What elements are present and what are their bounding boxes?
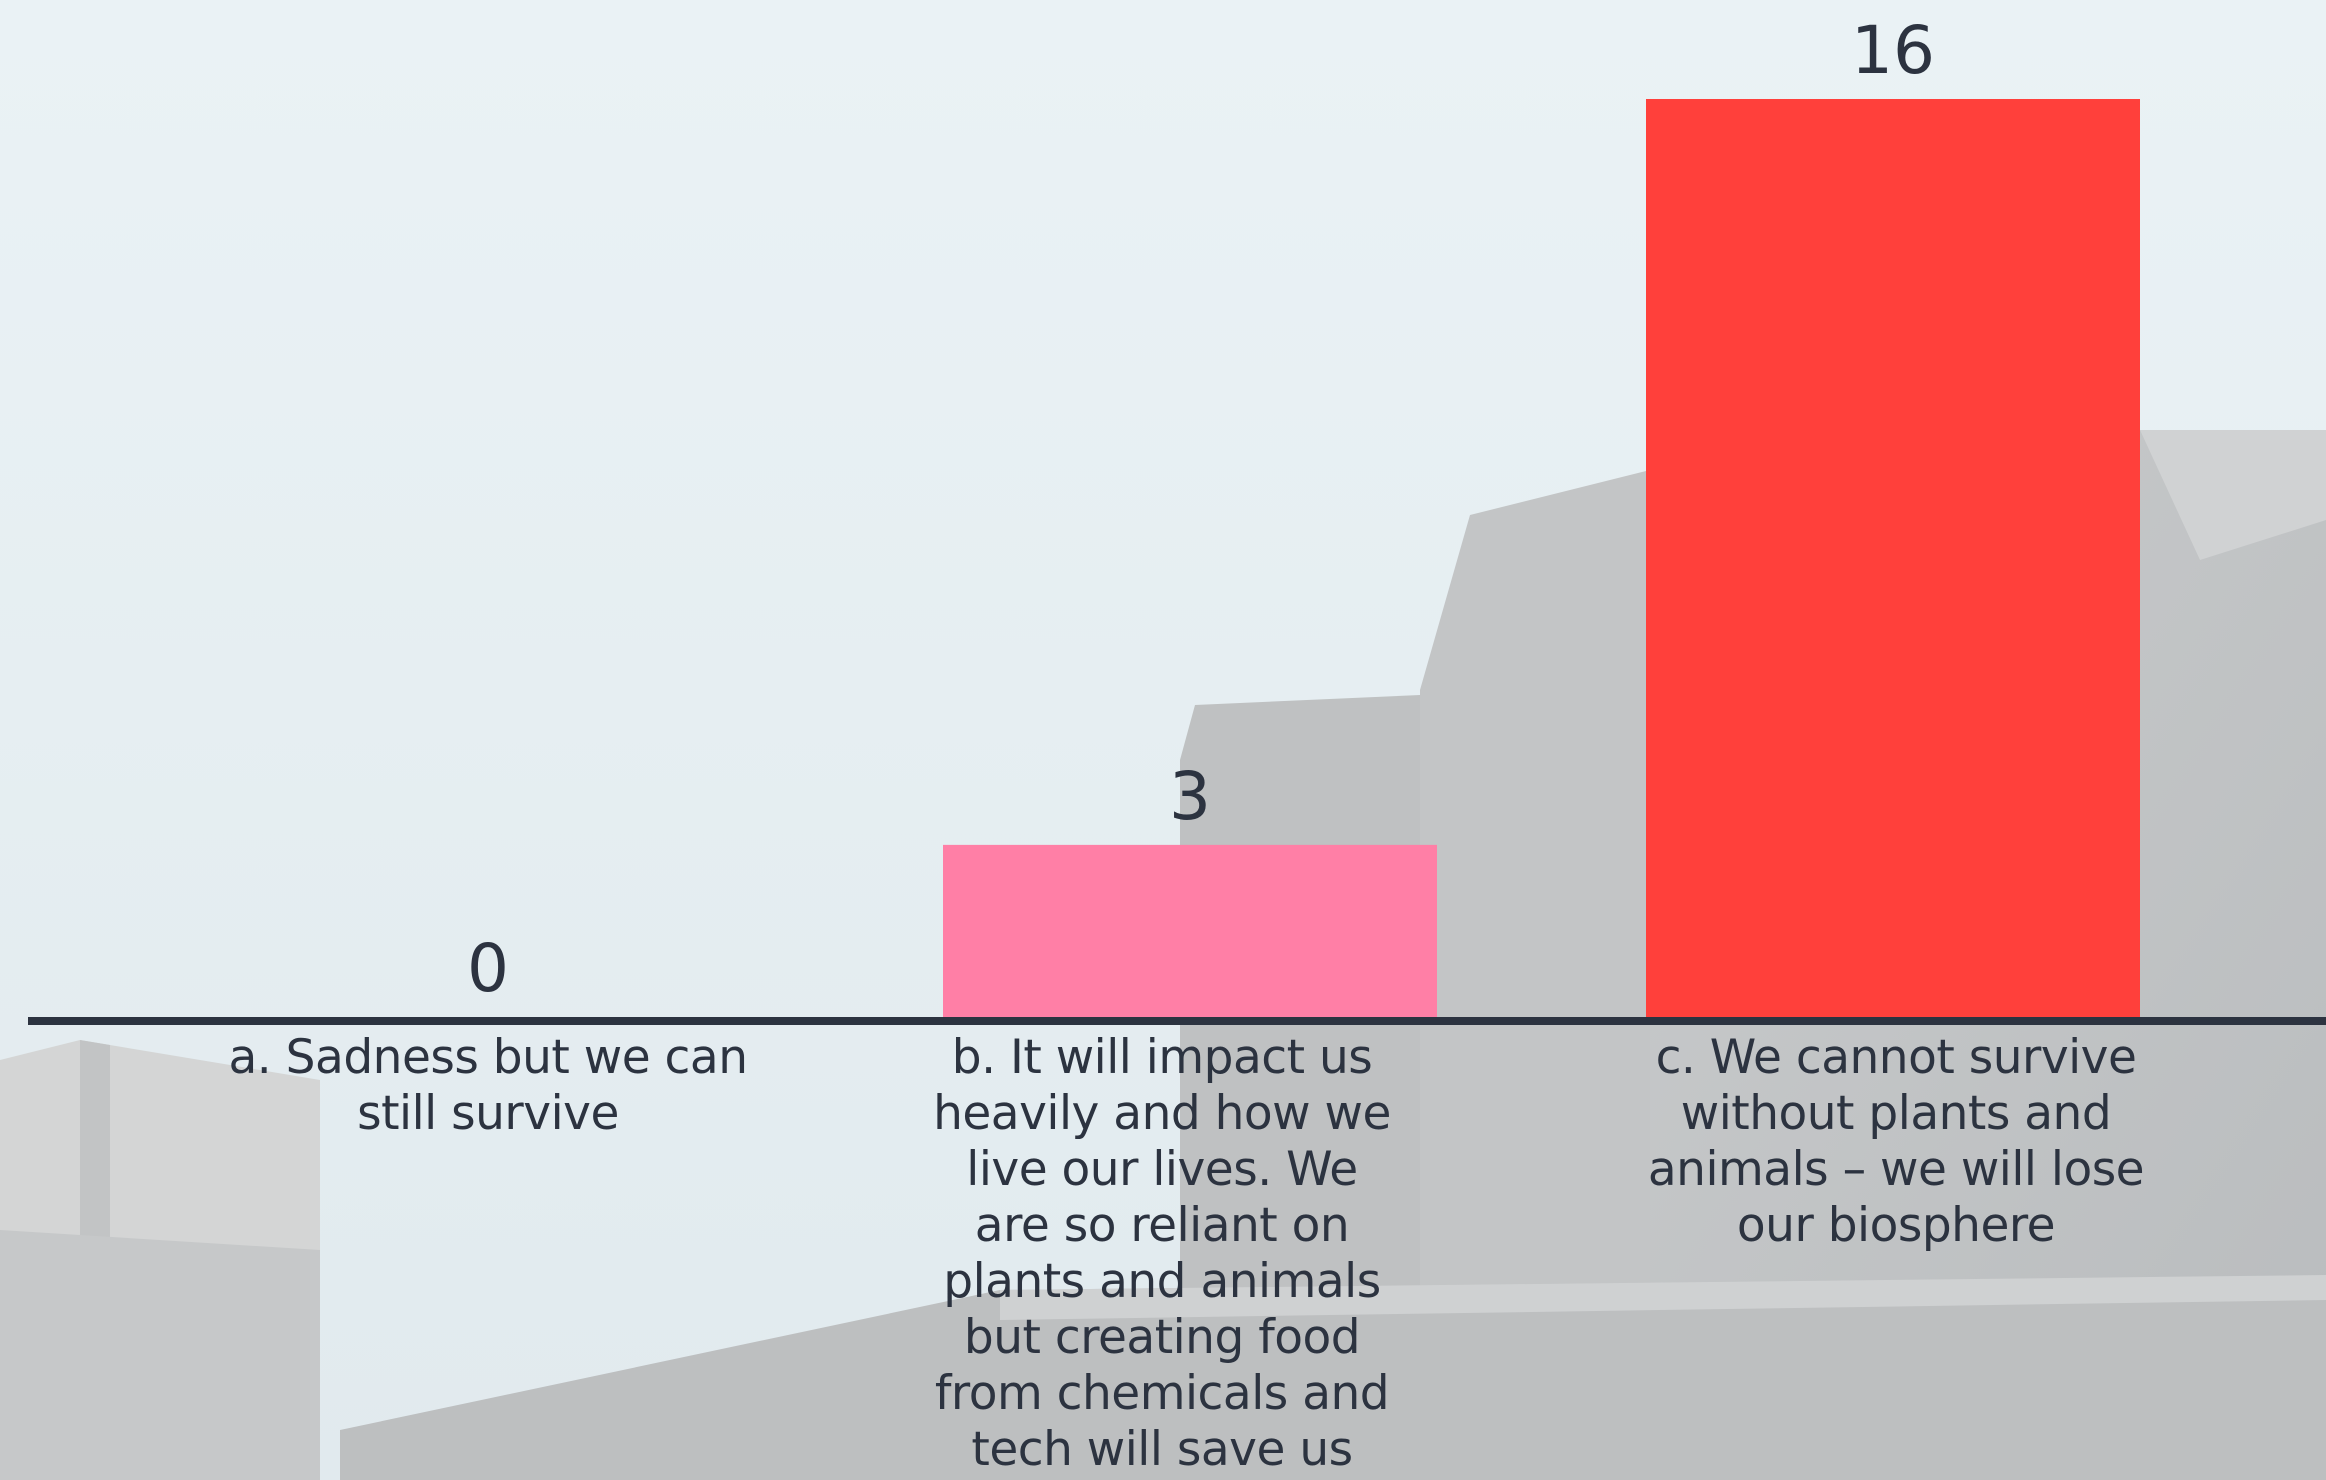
category-label-a: a. Sadness but we can still survive	[228, 1030, 748, 1141]
category-label-b: b. It will impact us heavily and how we …	[933, 1030, 1391, 1477]
category-label-c: c. We cannot survive without plants and …	[1647, 1030, 2145, 1253]
bar-c	[1646, 99, 2140, 1017]
value-label-a: 0	[467, 930, 509, 1007]
value-label-b: 3	[1169, 758, 1211, 835]
value-label-c: 16	[1851, 12, 1935, 89]
bar-b	[943, 844, 1437, 1017]
